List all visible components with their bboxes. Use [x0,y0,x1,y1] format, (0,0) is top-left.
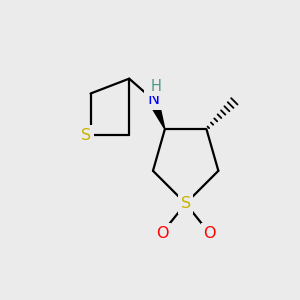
Polygon shape [148,98,165,129]
Text: O: O [203,226,216,241]
Text: H: H [151,79,161,94]
Text: N: N [147,92,159,107]
Text: S: S [181,196,191,211]
Text: S: S [81,128,91,142]
Text: O: O [156,226,168,241]
